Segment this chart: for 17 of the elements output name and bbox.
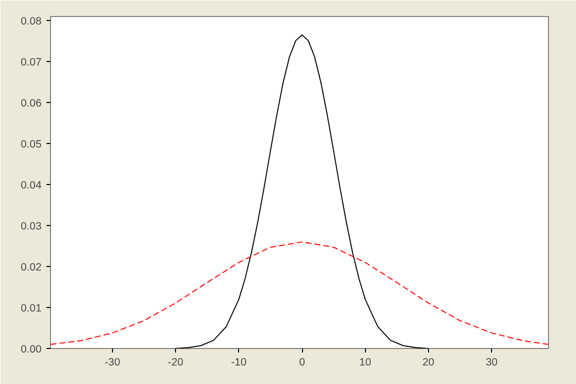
x-tick-label: 0	[299, 356, 306, 368]
x-tick-label: 30	[486, 356, 498, 368]
y-tick-label: 0.08	[20, 16, 42, 28]
x-tick-label: -10	[231, 356, 247, 368]
line-series	[50, 241, 548, 345]
y-tick-label: 0.00	[20, 344, 42, 356]
x-tick-label: -20	[168, 356, 184, 368]
y-tick-label: 0.06	[20, 98, 42, 110]
x-tick-label: 10	[359, 356, 372, 368]
x-tick-label: -30	[104, 356, 120, 368]
y-tick-label: 0.01	[20, 302, 42, 315]
y-tick-label: 0.04	[20, 180, 42, 192]
x-tick-label: 20	[422, 356, 434, 368]
y-tick-label: 0.05	[20, 138, 42, 151]
y-tick-label: 0.03	[20, 220, 42, 233]
y-tick-label: 0.02	[20, 262, 42, 274]
y-tick-label: 0.07	[20, 56, 42, 69]
